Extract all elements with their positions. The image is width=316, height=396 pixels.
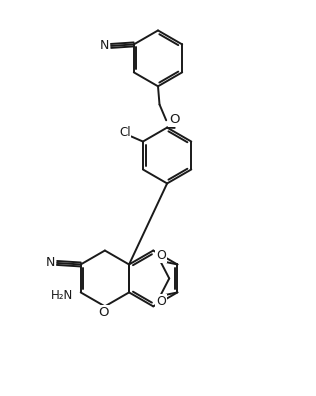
Text: O: O <box>156 249 166 262</box>
Text: O: O <box>98 306 109 319</box>
Text: Cl: Cl <box>119 126 131 139</box>
Text: N: N <box>46 257 55 269</box>
Text: N: N <box>100 40 109 52</box>
Text: H₂N: H₂N <box>51 289 73 302</box>
Text: O: O <box>169 113 180 126</box>
Text: O: O <box>156 295 166 308</box>
